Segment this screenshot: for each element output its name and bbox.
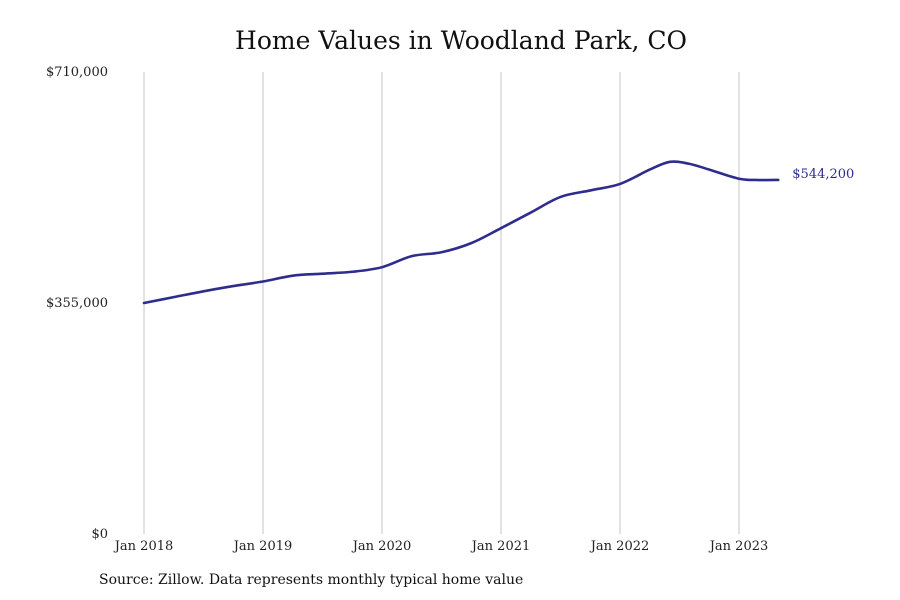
- x-tick-label-4: Jan 2022: [589, 539, 650, 554]
- y-tick-label-0: $0: [91, 527, 108, 542]
- x-tick-label-0: Jan 2018: [113, 539, 174, 554]
- series-line-0: [142, 160, 780, 305]
- series-layer: $544,200: [142, 160, 854, 305]
- x-tick-label-2: Jan 2020: [351, 539, 412, 554]
- x-tick-label-5: Jan 2023: [708, 539, 769, 554]
- y-tick-label-2: $710,000: [46, 65, 108, 80]
- end-value-label: $544,200: [792, 167, 854, 182]
- chart-title: Home Values in Woodland Park, CO: [235, 26, 687, 55]
- x-axis-ticks: Jan 2018 Jan 2019 Jan 2020 Jan 2021 Jan 2022…: [113, 539, 769, 554]
- gridlines: [143, 72, 740, 534]
- x-tick-label-1: Jan 2019: [232, 539, 293, 554]
- x-tick-label-3: Jan 2021: [470, 539, 531, 554]
- source-note: Source: Zillow. Data represents monthly …: [99, 572, 524, 588]
- y-axis-ticks: $0 $355,000 $710,000: [46, 65, 108, 542]
- y-tick-label-1: $355,000: [46, 296, 108, 311]
